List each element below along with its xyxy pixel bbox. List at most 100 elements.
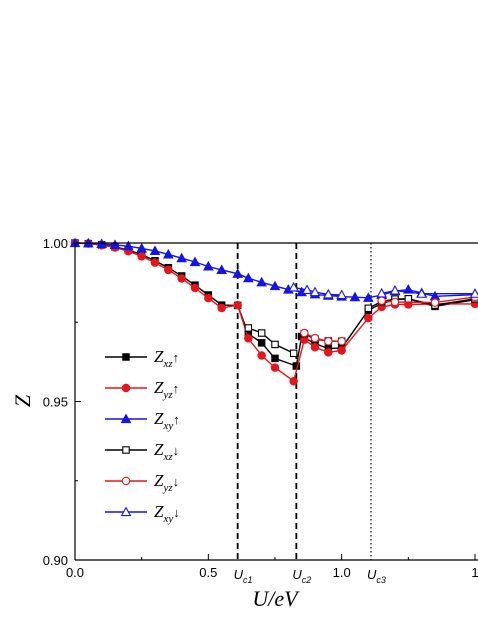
legend-marker [120,506,132,517]
data-point [376,287,388,298]
data-point [324,348,333,357]
series-yz-down [300,292,478,346]
x-tick-label-0: 0.0 [66,565,84,580]
legend-marker [121,476,131,486]
data-point [309,286,321,297]
legend-label: Zxz↓ [154,440,179,463]
data-point [136,242,148,253]
y-tick-label-1: 0.95 [43,395,68,410]
series-xy-down [288,281,478,300]
data-point [288,281,300,292]
legend-marker [122,446,130,454]
data-point [389,285,401,295]
critical-line-label-1: Uc1 [234,567,253,585]
data-point [256,276,268,287]
data-point [402,284,414,294]
data-point [289,376,298,386]
data-point [233,300,242,310]
data-point [176,252,188,263]
data-point [310,333,320,343]
data-point [271,340,279,349]
data-point [149,245,161,255]
critical-lines [236,243,372,560]
data-point [416,288,428,298]
data-point [337,337,346,346]
series-line-3-0 [248,327,295,354]
data-point [390,297,400,307]
data-point [190,283,200,293]
data-point [232,268,244,278]
y-tick-label-0: 0.90 [43,553,68,568]
series-line-4-0 [303,332,342,342]
data-point [336,289,348,300]
data-point [377,296,386,305]
legend-label: Zyz↓ [154,471,179,494]
data-point [322,288,334,299]
legend-label: Zxy↑ [154,409,180,432]
series-line-1-1 [237,304,295,382]
data-point [324,337,333,346]
data-point [257,351,266,360]
data-point [257,329,266,337]
y-axis-title: Z [10,394,35,407]
data-point [289,349,298,358]
legend-entry-3: Zxz↓ [105,440,179,463]
legend-entry-1: Zyz↑ [105,378,179,401]
data-point [301,284,313,294]
legend-label: Zxy↓ [154,502,180,525]
legend-marker [120,413,132,424]
data-point [270,363,280,372]
ticks: 0.0 0.5 1.0 1 0.90 0.95 1.00 [43,236,478,580]
data-point [364,304,373,313]
data-point [430,298,440,307]
x-tick-label-2: 1.0 [333,565,351,580]
data-point [204,293,213,303]
data-point [137,252,146,261]
data-point [202,260,214,271]
data-point [189,256,201,267]
data-point [150,258,160,267]
data-point [337,346,346,355]
data-point [164,265,173,275]
data-point [244,334,253,343]
data-point [269,280,281,291]
data-point [271,354,279,363]
y-tick-label-2: 1.00 [43,236,68,251]
legend-marker [121,383,131,393]
data-point [362,292,374,302]
data-point [122,240,134,251]
critical-line-label-2: Uc2 [292,567,311,585]
data-point [349,291,361,302]
legend-entry-0: Zxz↑ [105,347,179,370]
series-line-5-1 [381,289,475,295]
data-point [310,343,320,352]
data-point [177,274,186,283]
legend-label: Zyz↑ [154,378,179,401]
legend-entry-2: Zxy↑ [105,409,180,432]
data-point [300,328,309,338]
data-point [469,288,478,298]
series-line-1-2 [293,317,369,382]
data-point [257,339,266,347]
critical-line-labels: Uc1 Uc2 Uc3 [234,567,386,585]
critical-line-label-3: Uc3 [367,567,386,585]
legend-label: Zxz↑ [154,347,179,370]
data-point [216,264,228,275]
legend: Zxz↑ Zyz↑ Zxy↑ Zxz↓ Zyz↓ Zxy↓ [105,347,180,525]
legend-entry-4: Zyz↓ [105,471,179,494]
x-tick-label-1: 0.5 [199,565,217,580]
data-point [242,272,254,283]
x-axis-title: U/eV [252,586,300,611]
data-point [217,303,226,313]
data-point [364,313,373,323]
series-yz-up [70,238,478,386]
data-point [162,248,174,259]
x-tick-label-3: 1 [471,565,478,580]
series-xy-up [69,237,478,302]
data-point [244,324,253,332]
series-line-4-1 [381,296,476,304]
data-point [109,239,121,249]
series-layer [69,237,478,386]
legend-entry-5: Zxy↓ [105,502,180,525]
